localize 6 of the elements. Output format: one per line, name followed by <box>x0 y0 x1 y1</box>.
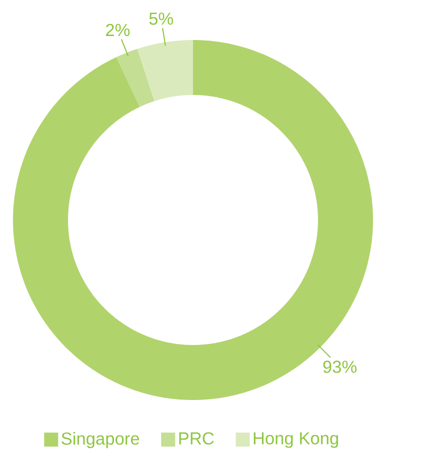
legend-label: PRC <box>179 432 214 445</box>
data-label: 5% <box>149 12 174 25</box>
legend-label: Singapore <box>62 432 140 448</box>
data-label: 2% <box>106 24 130 36</box>
legend-label: Hong Kong <box>254 432 338 448</box>
data-label: 93% <box>323 360 357 373</box>
